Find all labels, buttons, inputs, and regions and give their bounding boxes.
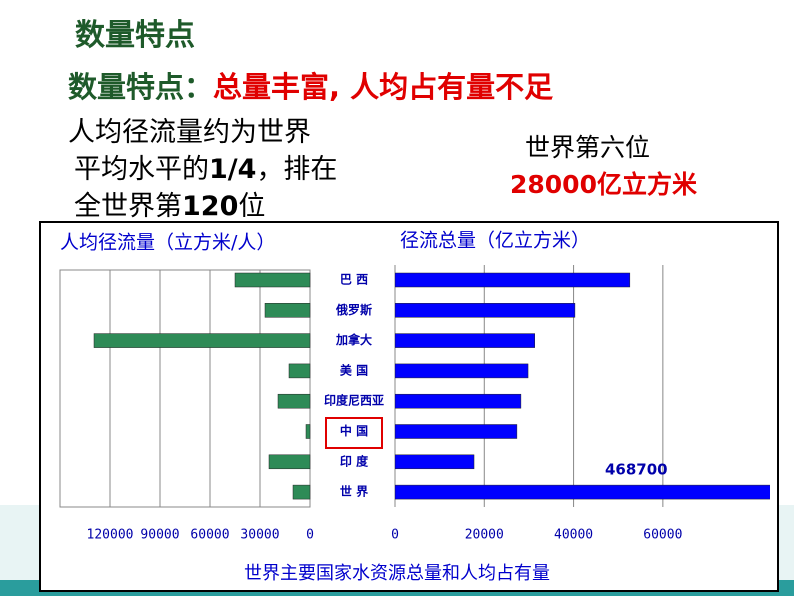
note-part: ，排在 <box>256 154 338 185</box>
left-note: 人均径流量约为世界 平均水平的1/4，排在 全世界第120位 <box>68 114 337 225</box>
subtitle: 数量特点：总量丰富, 人均占有量不足 <box>68 64 553 106</box>
chart-title: 径流总量（亿立方米） <box>400 230 590 252</box>
x-tick-label: 40000 <box>554 528 593 543</box>
right-note-1: 世界第六位 <box>525 133 651 162</box>
value-label: 468700 <box>605 461 668 479</box>
category-label: 印度尼西亚 <box>324 393 384 408</box>
note-line: 全世界第120位 <box>68 188 337 225</box>
note-part: 1/4 <box>209 154 257 185</box>
right-note-2: 28000亿立方米 <box>510 170 697 199</box>
bar <box>292 484 311 500</box>
x-tick-label: 60000 <box>190 528 229 543</box>
note-part: 位 <box>238 191 266 222</box>
x-tick-label: 90000 <box>140 528 179 543</box>
bars <box>395 272 770 500</box>
bar <box>395 363 529 379</box>
bar <box>277 393 311 409</box>
bar <box>395 484 770 500</box>
subtitle-text: 总量丰富, 人均占有量不足 <box>213 70 554 104</box>
category-label: 世 界 <box>340 484 368 499</box>
chart-title: 人均径流量（立方米/人） <box>60 232 275 254</box>
bar <box>234 272 311 288</box>
bar <box>93 333 311 348</box>
bar <box>395 333 535 348</box>
category-label: 俄罗斯 <box>335 302 372 317</box>
bar <box>264 303 311 318</box>
note-part: 全世界第 <box>74 191 182 222</box>
bar <box>395 454 475 470</box>
x-tick-label: 0 <box>391 528 399 543</box>
bar <box>268 454 311 470</box>
x-tick-label: 0 <box>306 528 314 543</box>
highlight-box <box>325 417 383 449</box>
note-line: 人均径流量约为世界 <box>68 117 311 148</box>
bar <box>395 393 522 409</box>
category-label: 中 国 <box>340 423 368 438</box>
category-label: 加拿大 <box>335 332 372 347</box>
bars <box>93 272 311 500</box>
bar <box>395 424 518 439</box>
x-tick-label: 30000 <box>240 528 279 543</box>
x-tick-label: 120000 <box>87 528 134 543</box>
note-line: 平均水平的1/4，排在 <box>68 151 337 188</box>
slide-title: 数量特点 <box>75 18 195 53</box>
x-tick-label: 60000 <box>643 528 682 543</box>
x-tick-label: 20000 <box>465 528 504 543</box>
bar <box>395 303 576 318</box>
note-part: 120 <box>182 191 239 222</box>
bar <box>305 424 311 439</box>
category-label: 印 度 <box>340 453 369 468</box>
caption: 世界主要国家水资源总量和人均占有量 <box>244 563 550 584</box>
bar <box>288 363 311 379</box>
bar <box>395 272 631 288</box>
note-part: 平均水平的 <box>74 154 209 185</box>
subtitle-label: 数量特点： <box>68 70 214 104</box>
category-label: 巴 西 <box>340 273 368 287</box>
category-label: 美 国 <box>340 362 368 377</box>
